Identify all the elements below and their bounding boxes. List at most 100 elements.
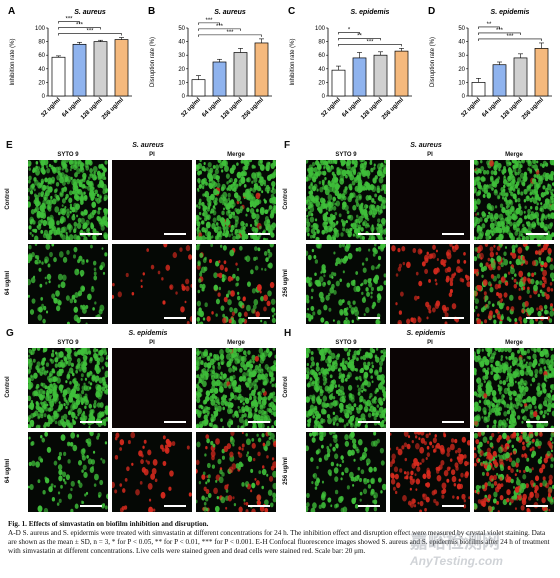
panel-letter: G (6, 328, 14, 339)
significance-stars: *** (496, 28, 504, 34)
micrograph (28, 244, 108, 324)
micro-section-g: G S. epidemis SYTO 9 PI Merge Control 64 ug/ml (4, 328, 276, 512)
column-header: PI (149, 152, 155, 158)
significance-stars: *** (65, 17, 73, 23)
row-label: 64 ug/ml (5, 270, 11, 296)
panel-letter: E (6, 140, 13, 151)
y-tick-label: 20 (38, 80, 45, 86)
micrograph (112, 160, 192, 240)
bar (394, 50, 409, 97)
y-tick-label: 60 (38, 53, 45, 59)
micrograph (306, 160, 386, 240)
micro-section-h: H S. epidemis SYTO 9 PI Merge Control 256 ug/m… (282, 328, 556, 512)
micrograph (474, 348, 554, 428)
bar (72, 43, 87, 97)
column-header: Merge (505, 152, 523, 158)
scale-bar (358, 233, 380, 235)
chart-c: C S. epidemis Inhibition rate (%) 0 20 40 60 80… (288, 6, 412, 121)
significance-stars: *** (86, 29, 94, 35)
y-tick-label: 80 (38, 40, 45, 46)
bar (534, 48, 549, 97)
column-header: PI (427, 340, 433, 346)
micrograph (196, 348, 276, 428)
micro-title: S. aureus (410, 142, 442, 149)
bar (212, 61, 227, 97)
scale-bar (164, 233, 186, 235)
significance-stars: *** (226, 30, 234, 36)
y-tick-label: 60 (318, 53, 325, 59)
significance-stars: *** (216, 24, 224, 30)
chart-title: S. epidemis (351, 9, 390, 16)
y-tick-label: 10 (178, 80, 185, 86)
y-tick-label: 0 (42, 94, 46, 100)
x-category-label: 32 ug/ml (180, 97, 202, 119)
y-tick-label: 20 (178, 67, 185, 73)
column-header: PI (427, 152, 433, 158)
column-header: SYTO 9 (57, 152, 79, 158)
micrograph (112, 432, 192, 512)
micrograph (390, 244, 470, 324)
chart-a: A S. aureus Inhibition rate (%) 0 20 40 60 80 10… (8, 6, 132, 121)
scale-bar (248, 317, 270, 319)
x-category-label: 256 ug/ml (381, 97, 405, 121)
x-category-label: 256 ug/ml (101, 97, 125, 121)
caption-body: A-D S. aureus and S. epidermis were trea… (8, 529, 550, 555)
significance-stars: ** (357, 34, 362, 40)
scale-bar (526, 233, 548, 235)
row-label: 256 ug/ml (283, 269, 289, 297)
scale-bar (442, 421, 464, 423)
significance-stars: *** (205, 18, 213, 24)
x-category-label: 64 ug/ml (341, 97, 363, 119)
scale-bar (248, 233, 270, 235)
y-tick-label: 30 (178, 53, 185, 59)
scale-bar (164, 505, 186, 507)
caption-title: Fig. 1. Effects of simvastatin on biofil… (8, 520, 209, 528)
column-header: Merge (227, 152, 245, 158)
watermark-line2: AnyTesting.com (410, 554, 503, 568)
panel-letter: D (428, 6, 435, 17)
y-tick-label: 30 (458, 53, 465, 59)
scale-bar (526, 421, 548, 423)
bar (513, 57, 528, 97)
scale-bar (164, 317, 186, 319)
micrograph (306, 432, 386, 512)
panel-letter: F (284, 140, 291, 151)
micro-title: S. aureus (132, 142, 164, 149)
scale-bar (80, 421, 102, 423)
bar (51, 56, 66, 97)
micrograph (112, 348, 192, 428)
scale-bar (358, 421, 380, 423)
significance-bracket (198, 22, 220, 25)
significance-bracket (338, 32, 360, 35)
watermark: 嘉峪检测网 AnyTesting.com (410, 528, 503, 568)
y-tick-label: 50 (458, 26, 465, 32)
column-header: SYTO 9 (335, 152, 357, 158)
x-category-label: 64 ug/ml (201, 97, 223, 119)
row-label: 256 ug/ml (283, 457, 289, 485)
bar (114, 39, 129, 97)
y-tick-label: 40 (178, 40, 185, 46)
y-axis-label: Disruption rate (%) (430, 37, 436, 87)
significance-bracket (58, 21, 80, 24)
bar (492, 64, 507, 97)
y-tick-label: 0 (322, 94, 326, 100)
column-header: SYTO 9 (335, 340, 357, 346)
x-category-label: 256 ug/ml (241, 97, 265, 121)
column-header: SYTO 9 (57, 340, 79, 346)
scale-bar (442, 233, 464, 235)
significance-stars: *** (76, 23, 84, 29)
micrograph (390, 432, 470, 512)
column-header: Merge (505, 340, 523, 346)
chart-d: D S. epidemis Disruption rate (%) 0 10 20 30 40… (428, 6, 552, 121)
significance-bracket (338, 38, 381, 41)
scale-bar (80, 317, 102, 319)
micrograph (196, 432, 276, 512)
bar (93, 41, 108, 97)
x-category-label: 64 ug/ml (61, 97, 83, 119)
micrograph (28, 348, 108, 428)
significance-stars: *** (506, 34, 514, 40)
chart-title: S. aureus (74, 9, 106, 16)
y-axis-label: Inhibition rate (%) (10, 38, 16, 85)
scale-bar (526, 317, 548, 319)
significance-bracket (478, 26, 500, 29)
